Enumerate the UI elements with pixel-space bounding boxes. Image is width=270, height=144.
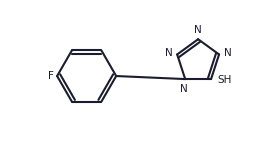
Text: N: N [165, 48, 172, 58]
Text: SH: SH [217, 75, 231, 85]
Text: N: N [180, 84, 188, 94]
Text: F: F [48, 71, 54, 81]
Text: N: N [194, 25, 202, 35]
Text: N: N [224, 48, 232, 58]
